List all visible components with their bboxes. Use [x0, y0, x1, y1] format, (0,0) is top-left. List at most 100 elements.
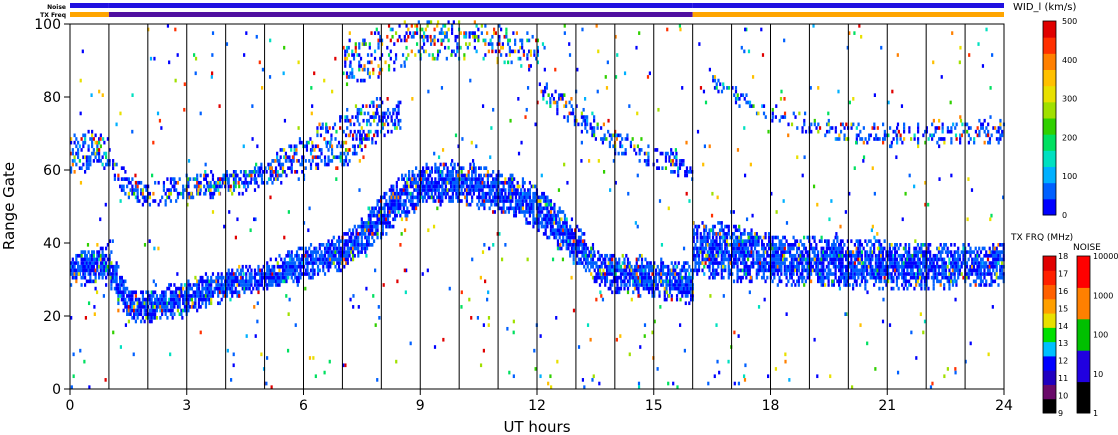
echo-cell [430, 177, 433, 181]
echo-cell [790, 264, 793, 269]
echo-cell [500, 180, 504, 185]
echo-cell [80, 257, 83, 262]
echo-cell [326, 140, 330, 145]
echo-cell [880, 253, 883, 258]
echo-cell [450, 184, 453, 189]
echo-cell [203, 191, 206, 196]
echo-cell [930, 264, 934, 269]
echo-cell [638, 159, 641, 163]
echo-cell [584, 250, 588, 254]
echo-cell [642, 283, 645, 287]
echo-cell [103, 253, 106, 258]
echo-cell [176, 191, 180, 196]
echo-cell [799, 253, 802, 258]
echo-cell [183, 290, 187, 295]
echo-cell [923, 250, 927, 254]
echo-cell [727, 250, 730, 254]
echo-cell [266, 275, 269, 280]
echo-cell [274, 272, 278, 276]
echo-cell [518, 210, 521, 214]
echo-cell [196, 191, 199, 196]
echo-cell [87, 155, 90, 160]
echo-cell [745, 243, 748, 247]
echo-cell [892, 261, 895, 265]
echo-cell [614, 261, 617, 265]
echo-cell [909, 261, 913, 265]
echo-cell [353, 243, 356, 247]
echo-cell [78, 268, 81, 273]
echo-cell [187, 297, 190, 302]
echo-cell [378, 210, 381, 214]
echo-cell [399, 206, 402, 211]
echo-cell [105, 151, 108, 156]
echo-cell [710, 239, 713, 243]
echo-cell [99, 257, 102, 262]
echo-cell [880, 279, 883, 284]
echo-cell [713, 224, 716, 229]
echo-cell [418, 195, 421, 200]
echo-cell [126, 286, 129, 291]
echo-cell [734, 261, 737, 265]
echo-cell [569, 232, 572, 236]
echo-cell [397, 107, 400, 112]
echo-cell [422, 177, 425, 181]
echo-cell [315, 250, 318, 254]
echo-cell [824, 253, 827, 258]
echo-cell [841, 246, 844, 251]
echo-cell [201, 286, 204, 291]
echo-cell [145, 290, 148, 295]
echo-cell [357, 246, 360, 251]
echo-cell [330, 144, 334, 149]
echo-cell [376, 228, 379, 233]
echo-cell [523, 188, 526, 192]
echo-cell [490, 184, 493, 189]
echo-cell [920, 253, 923, 258]
echo-cell [632, 275, 635, 280]
echo-cell [544, 221, 547, 225]
echo-cell [213, 188, 216, 192]
echo-cell [736, 275, 739, 280]
echo-cell [208, 290, 211, 295]
echo-cell [717, 89, 720, 94]
echo-cell [611, 264, 614, 269]
echo-cell [225, 286, 229, 291]
echo-cell [124, 279, 127, 284]
echo-cell [597, 275, 600, 280]
echo-cell [565, 246, 568, 251]
echo-cell [376, 213, 379, 218]
echo-cell [101, 268, 104, 273]
echo-cell [528, 206, 532, 211]
echo-cell [94, 275, 97, 280]
echo-cell [552, 100, 555, 105]
echo-cell [717, 250, 720, 254]
echo-cell [134, 188, 137, 192]
echo-cell [209, 184, 212, 189]
echo-cell [817, 279, 820, 284]
echo-cell [414, 177, 418, 181]
echo-cell [864, 253, 867, 258]
echo-cell [897, 286, 900, 291]
echo-cell [530, 199, 533, 203]
echo-cell [544, 232, 547, 236]
echo-cell [906, 257, 909, 262]
echo-cell [675, 159, 678, 163]
echo-cell [579, 235, 582, 240]
echo-cell [171, 308, 174, 313]
echo-cell [755, 275, 758, 280]
echo-cell [834, 264, 837, 269]
echo-cell [101, 257, 104, 262]
echo-cell [697, 224, 701, 229]
echo-cell [360, 148, 363, 152]
echo-cell [815, 264, 818, 269]
echo-cell [668, 279, 672, 284]
echo-cell [878, 243, 881, 247]
echo-cell [703, 246, 706, 251]
echo-cell [250, 173, 253, 178]
echo-cell [287, 166, 290, 170]
echo-cell [241, 286, 244, 291]
echo-cell [906, 268, 909, 273]
echo-cell [839, 250, 842, 254]
echo-cell [703, 239, 706, 243]
echo-cell [658, 294, 661, 298]
echo-cell [339, 246, 342, 251]
